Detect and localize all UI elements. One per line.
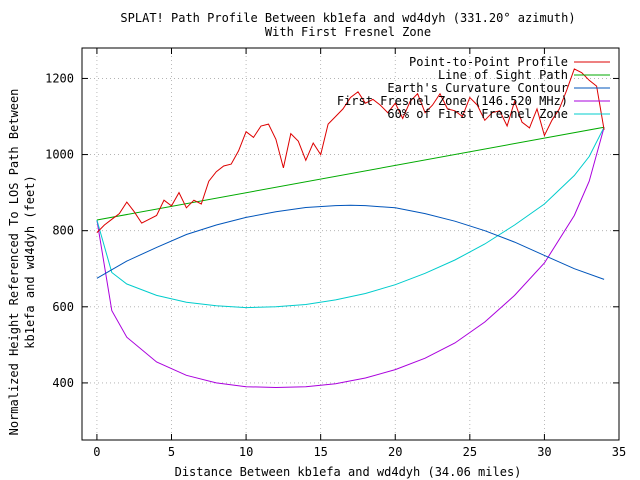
plot-frame [81, 47, 620, 441]
legend-label: Point-to-Point Profile [409, 55, 568, 69]
x-axis-label: Distance Between kb1efa and wd4dyh (34.0… [175, 465, 522, 479]
series-layer [96, 68, 605, 389]
series-line-60-of-first-fresnel-zone [96, 126, 605, 309]
y-tick-label: 400 [52, 376, 74, 390]
x-tick-label: 30 [537, 445, 551, 459]
y-axis-label-line1: Normalized Height Referenced To LOS Path… [7, 89, 21, 436]
legend-label: 60% of First Fresnel Zone [387, 107, 568, 121]
legend-label: Earth's Curvature Contour [387, 81, 568, 95]
x-tick-label: 10 [239, 445, 253, 459]
y-tick-label: 600 [52, 300, 74, 314]
y-tick-label: 1000 [45, 148, 74, 162]
chart-title: SPLAT! Path Profile Between kb1efa and w… [120, 11, 575, 25]
x-tick-label: 0 [93, 445, 100, 459]
chart-subtitle: With First Fresnel Zone [265, 25, 431, 39]
x-tick-label: 15 [313, 445, 327, 459]
y-axis-label-line2: kb1efa and wd4dyh (feet) [23, 175, 37, 348]
series-line-first-fresnel-zone-146-520-mhz [96, 127, 605, 389]
tick-layer: 0 5 10 15 20 25 30 35 400 600 800 1000 1200 [45, 48, 626, 459]
series-line-line-of-sight-path [96, 126, 605, 221]
series-line-point-to-point-profile [96, 68, 605, 233]
y-tick-label: 800 [52, 224, 74, 238]
x-tick-label: 35 [612, 445, 626, 459]
x-tick-label: 5 [168, 445, 175, 459]
y-tick-label: 1200 [45, 71, 74, 85]
x-tick-label: 25 [463, 445, 477, 459]
legend-label: Line of Sight Path [438, 68, 568, 82]
x-tick-label: 20 [388, 445, 402, 459]
legend-label: First Fresnel Zone (146.520 MHz) [337, 94, 568, 108]
series-line-earth-s-curvature-contour [96, 204, 605, 280]
